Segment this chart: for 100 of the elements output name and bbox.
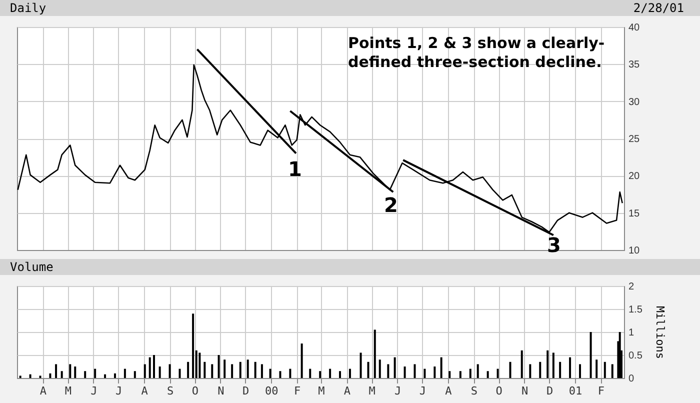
x-tick-label: M <box>64 384 72 398</box>
x-tick-label: J <box>90 384 98 398</box>
bar <box>204 362 206 378</box>
bar <box>552 352 554 378</box>
y-tick-label: 40 <box>628 22 640 34</box>
bar <box>486 371 489 378</box>
bar <box>374 330 376 378</box>
y-tick-label: 1 <box>628 328 634 338</box>
text: 2/28/01 <box>633 0 684 16</box>
bar <box>520 350 523 378</box>
x-tick-label: J <box>419 384 426 398</box>
bar <box>596 360 598 378</box>
bar <box>254 362 256 378</box>
y-tick-label: 1.5 <box>628 304 643 316</box>
bar <box>239 362 242 378</box>
bar <box>378 360 381 378</box>
bar <box>509 362 512 378</box>
bar <box>148 357 151 378</box>
bar <box>434 366 436 378</box>
bar <box>440 357 442 378</box>
annotation: 3 <box>547 233 561 257</box>
x-tick-label: 00 <box>264 384 278 398</box>
bar <box>158 366 161 378</box>
bar <box>339 371 342 378</box>
bar <box>74 366 76 378</box>
x-tick-label: J <box>115 384 122 398</box>
bar <box>124 368 126 378</box>
bar <box>187 362 190 378</box>
x-tick-label: A <box>344 384 351 398</box>
bar <box>231 364 234 378</box>
y-tick-label: 0.5 <box>628 350 643 362</box>
bar <box>224 360 226 378</box>
bar <box>546 350 549 378</box>
x-tick-label: A <box>445 384 452 398</box>
x-tick-label: O <box>192 384 199 398</box>
x-tick-label: D <box>242 384 250 398</box>
chart-title: Daily <box>10 1 46 15</box>
bar <box>153 355 156 378</box>
x-tick-label: O <box>496 384 502 398</box>
y-tick-label: 10 <box>628 246 640 256</box>
bar <box>60 371 63 378</box>
annotation: 1 <box>288 157 302 181</box>
bar <box>611 364 614 378</box>
x-tick-label: F <box>294 384 301 398</box>
bar <box>134 371 136 378</box>
x-tick-label: N <box>522 384 528 398</box>
bar <box>178 368 181 378</box>
bar <box>604 362 606 378</box>
bar <box>414 364 416 378</box>
bar <box>279 371 282 378</box>
bar <box>114 373 116 378</box>
bar <box>459 371 462 378</box>
bar <box>590 332 592 378</box>
bar <box>476 364 479 378</box>
bar <box>360 352 362 378</box>
y-tick-label: 35 <box>628 60 640 71</box>
bar <box>539 362 542 378</box>
bar <box>367 362 370 378</box>
x-tick-label: N <box>218 384 224 398</box>
bar <box>559 362 562 378</box>
bar <box>289 368 292 378</box>
bar <box>269 368 272 378</box>
x-tick-label: S <box>166 384 174 398</box>
bar <box>29 374 32 378</box>
bar <box>300 344 303 378</box>
x-tick-label: J <box>394 384 402 398</box>
bar <box>529 364 532 378</box>
bar <box>394 357 396 378</box>
y-axis-title: Millions <box>653 306 666 359</box>
x-tick-label: A <box>141 384 148 398</box>
bar <box>469 368 472 378</box>
bar <box>348 368 351 378</box>
y-tick-label: 2 <box>628 282 634 292</box>
bar <box>218 355 220 378</box>
bar <box>569 357 572 378</box>
bar <box>49 373 52 378</box>
bar <box>246 360 249 378</box>
x-tick-label: S <box>470 384 478 398</box>
bar <box>104 374 106 378</box>
x-tick-label: F <box>598 384 605 398</box>
bar <box>192 314 194 378</box>
bar <box>144 364 146 378</box>
x-tick-label: A <box>40 384 47 398</box>
bar <box>260 364 263 378</box>
y-tick-label: 30 <box>628 96 640 108</box>
x-tick-label: 01 <box>568 384 582 398</box>
annotation: 2 <box>384 193 398 217</box>
y-tick-label: 20 <box>628 171 640 182</box>
bar <box>319 371 322 378</box>
bar <box>69 364 72 378</box>
bar <box>168 364 171 378</box>
bar <box>448 371 451 378</box>
bar <box>578 364 581 378</box>
y-tick-label: 15 <box>628 208 640 220</box>
bar <box>329 368 332 378</box>
x-tick-label: D <box>546 384 554 398</box>
x-tick-label: M <box>318 384 326 398</box>
chart-title: Volume <box>10 260 54 274</box>
bar <box>404 366 406 378</box>
bar <box>496 368 499 378</box>
